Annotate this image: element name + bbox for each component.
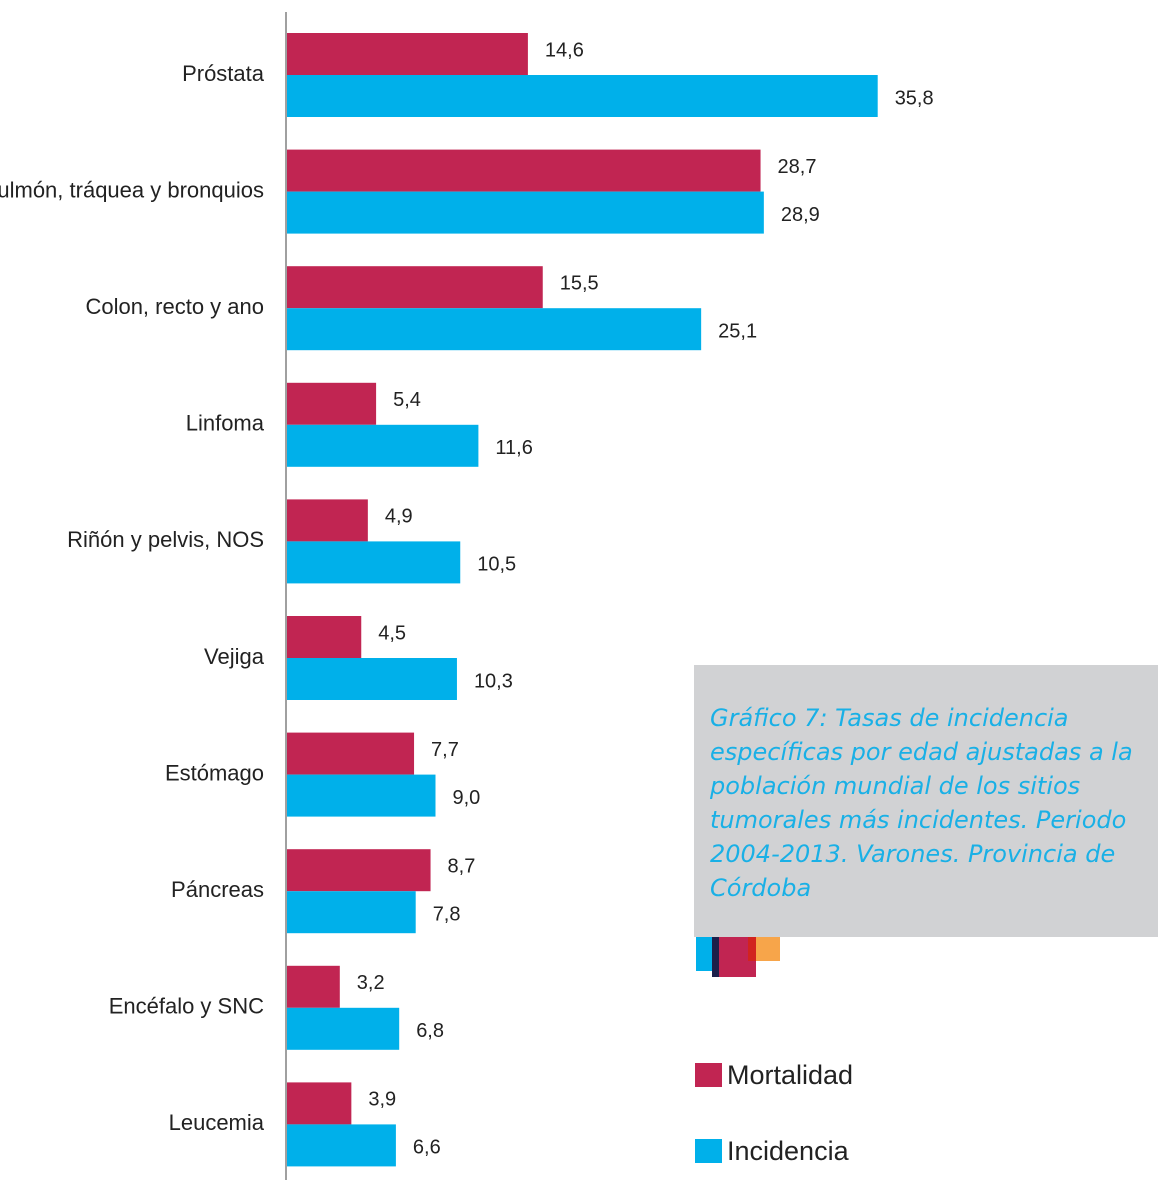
legend-label-mortalidad: Mortalidad <box>727 1060 853 1090</box>
category-labels: Próstata Pulmón, tráquea y bronquios Colon… <box>0 61 265 1135</box>
bar-mortalidad-pancreas <box>287 849 431 892</box>
value-label-mortalidad-vejiga: 4,5 <box>378 622 406 644</box>
category-label-pulmon-traquea-y-bronquios: Pulmón, tráquea y bronquios <box>0 177 264 202</box>
category-label-vejiga: Vejiga <box>204 644 265 669</box>
value-label-incidencia-vejiga: 10,3 <box>474 670 513 692</box>
value-label-incidencia-pulmon-traquea-y-bronquios: 28,9 <box>781 204 820 226</box>
bar-mortalidad-estomago <box>287 732 415 775</box>
value-label-mortalidad-encefalo-y-snc: 3,2 <box>357 972 385 994</box>
bar-incidencia-linfoma <box>287 424 479 467</box>
category-label-pancreas: Páncreas <box>171 877 264 902</box>
value-label-mortalidad-estomago: 7,7 <box>431 739 459 761</box>
value-label-mortalidad-leucemia: 3,9 <box>368 1089 396 1111</box>
bar-mortalidad-rinon-y-pelvis-nos <box>287 499 368 542</box>
value-label-incidencia-linfoma: 11,6 <box>495 437 532 459</box>
caption-box: Gráfico 7: Tasas de incidencia específic… <box>694 665 1158 937</box>
deco-strip-cyan <box>696 937 712 971</box>
value-label-incidencia-leucemia: 6,6 <box>413 1137 441 1159</box>
bar-mortalidad-leucemia <box>287 1082 352 1125</box>
bar-mortalidad-vejiga <box>287 616 362 658</box>
value-label-mortalidad-prostata: 14,6 <box>545 39 584 61</box>
bar-incidencia-rinon-y-pelvis-nos <box>287 541 461 584</box>
value-label-incidencia-estomago: 9,0 <box>453 787 481 809</box>
category-label-encefalo-y-snc: Encéfalo y SNC <box>109 994 264 1019</box>
value-labels: 14,6 35,8 28,7 28,9 15,5 25,1 5,4 11,6 4,9 10,5 4,… <box>357 39 934 1158</box>
value-label-incidencia-pancreas: 7,8 <box>433 903 461 925</box>
bar-incidencia-leucemia <box>287 1124 396 1167</box>
category-label-rinon-y-pelvis-nos: Riñón y pelvis, NOS <box>67 527 264 552</box>
value-label-mortalidad-pulmon-traquea-y-bronquios: 28,7 <box>778 156 817 178</box>
bar-incidencia-prostata <box>287 75 878 117</box>
bar-mortalidad-encefalo-y-snc <box>287 965 340 1008</box>
bar-incidencia-encefalo-y-snc <box>287 1007 400 1050</box>
category-label-estomago: Estómago <box>165 760 264 785</box>
value-label-incidencia-colon-recto-y-ano: 25,1 <box>718 320 757 342</box>
value-label-incidencia-encefalo-y-snc: 6,8 <box>416 1020 444 1042</box>
value-label-mortalidad-colon-recto-y-ano: 15,5 <box>560 272 599 294</box>
bar-mortalidad-colon-recto-y-ano <box>287 266 543 309</box>
bar-incidencia-estomago <box>287 774 436 817</box>
deco-strip-navy <box>712 937 719 977</box>
value-label-mortalidad-pancreas: 8,7 <box>448 855 476 877</box>
bar-incidencia-colon-recto-y-ano <box>287 308 702 351</box>
category-label-leucemia: Leucemia <box>169 1110 265 1135</box>
deco-strip-red <box>748 937 756 961</box>
bar-incidencia-pancreas <box>287 891 416 934</box>
chart-caption: Gráfico 7: Tasas de incidencia específic… <box>710 704 1133 902</box>
legend-label-incidencia: Incidencia <box>727 1136 850 1166</box>
deco-strip-orange <box>756 937 780 961</box>
bar-incidencia-vejiga <box>287 658 457 700</box>
category-label-prostata: Próstata <box>182 61 265 86</box>
color-strip-decoration <box>696 937 780 977</box>
category-label-colon-recto-y-ano: Colon, recto y ano <box>85 294 264 319</box>
legend-swatch-mortalidad <box>695 1063 722 1087</box>
bars-layer <box>287 33 878 1167</box>
bar-mortalidad-pulmon-traquea-y-bronquios <box>287 149 761 192</box>
value-label-mortalidad-rinon-y-pelvis-nos: 4,9 <box>385 506 413 528</box>
value-label-incidencia-rinon-y-pelvis-nos: 10,5 <box>477 554 516 576</box>
bar-mortalidad-prostata <box>287 33 528 75</box>
bar-mortalidad-linfoma <box>287 382 377 425</box>
value-label-incidencia-prostata: 35,8 <box>895 87 934 109</box>
legend-swatch-incidencia <box>695 1139 722 1163</box>
category-label-linfoma: Linfoma <box>186 411 265 436</box>
legend: Mortalidad Incidencia <box>695 1060 853 1166</box>
value-label-mortalidad-linfoma: 5,4 <box>393 389 421 411</box>
bar-incidencia-pulmon-traquea-y-bronquios <box>287 191 764 234</box>
